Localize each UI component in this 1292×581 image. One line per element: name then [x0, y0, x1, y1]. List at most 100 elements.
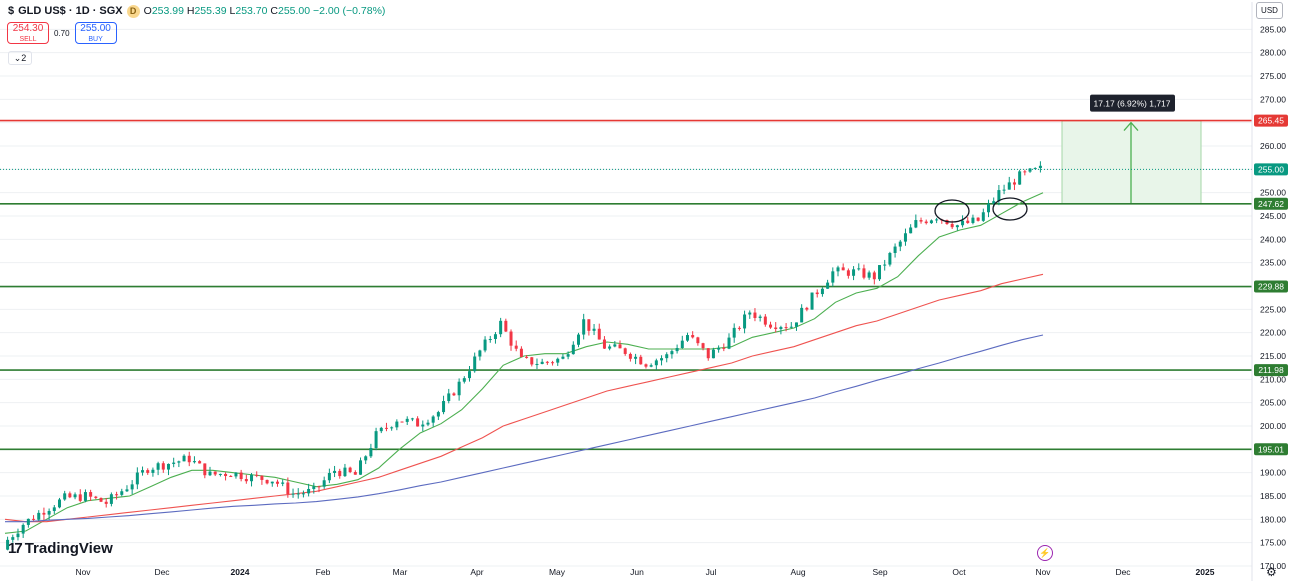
low-value: 253.70	[235, 5, 268, 17]
candle-body	[649, 365, 653, 367]
candle-body	[192, 461, 196, 463]
candle-body	[841, 267, 845, 271]
gear-icon[interactable]: ⚙	[1266, 565, 1277, 579]
candle-body	[436, 412, 440, 417]
time-tick-label: May	[549, 567, 566, 577]
candle-body	[327, 473, 331, 481]
annotation-ellipses[interactable]	[934, 197, 1028, 223]
price-tick-label: 240.00	[1260, 234, 1286, 244]
candle-body	[660, 358, 664, 361]
price-tick-label: 175.00	[1260, 538, 1286, 548]
time-tick-label: Dec	[1115, 567, 1131, 577]
candle-body	[37, 512, 41, 520]
time-axis[interactable]: Nov Dec 2024 Feb Mar Apr May Jun Jul Aug Sep Oct Nov…	[75, 567, 1214, 577]
candle-body	[224, 473, 228, 477]
spread-value: 0.70	[54, 28, 70, 38]
candle-body	[862, 268, 866, 278]
candle-body	[883, 264, 887, 266]
indicators-toggle[interactable]: ⌄2	[8, 51, 32, 65]
candle-body	[21, 524, 25, 534]
candle-body	[229, 476, 233, 478]
lightning-icon[interactable]: ⚡	[1037, 545, 1053, 561]
candle-body	[94, 496, 98, 498]
time-tick-label: Mar	[393, 567, 408, 577]
delayed-data-badge[interactable]: D	[126, 4, 140, 18]
candle-body	[83, 492, 87, 501]
candle-body	[576, 334, 580, 345]
candle-body	[115, 494, 119, 496]
candle-body	[846, 270, 850, 276]
candle-body	[338, 470, 342, 477]
candle-body	[722, 347, 726, 349]
candle-body	[525, 356, 529, 358]
candle-body	[312, 486, 316, 489]
candle-body	[602, 339, 606, 349]
time-tick-label: Apr	[470, 567, 483, 577]
candle-body	[810, 292, 814, 310]
candle-body	[639, 356, 643, 365]
candle-body	[737, 327, 741, 329]
sell-button[interactable]: 254.30 SELL	[7, 22, 49, 44]
tradingview-logo[interactable]: 17 TradingView	[8, 540, 113, 557]
candle-body	[857, 268, 861, 270]
candle-body	[416, 418, 420, 427]
candle-body	[281, 482, 285, 484]
horizontal-levels[interactable]	[0, 119, 1252, 451]
candle-body	[125, 489, 129, 492]
price-tick-label: 190.00	[1260, 468, 1286, 478]
candle-body	[878, 265, 882, 280]
tradingview-logo-icon: 17	[8, 540, 23, 557]
candle-body	[431, 416, 435, 423]
candle-body	[307, 488, 311, 494]
candle-body	[914, 220, 918, 228]
candle-body	[696, 337, 700, 344]
candle-body	[52, 507, 56, 511]
candle-body	[156, 463, 160, 470]
level-tag-label: 211.98	[1258, 365, 1284, 375]
candle-body	[99, 497, 103, 502]
candle-body	[701, 343, 705, 349]
time-tick-label: 2024	[231, 567, 250, 577]
price-tick-label: 185.00	[1260, 491, 1286, 501]
candle-body	[711, 349, 715, 359]
candle-body	[457, 381, 461, 396]
candle-body	[566, 354, 570, 357]
candle-body	[369, 447, 373, 457]
candle-body	[976, 217, 980, 221]
high-value: 255.39	[194, 5, 227, 17]
buy-button[interactable]: 255.00 BUY	[74, 22, 117, 44]
price-tick-label: 235.00	[1260, 258, 1286, 268]
candle-body	[898, 241, 902, 247]
candle-body	[950, 223, 954, 228]
symbol-title[interactable]: GLD US$ · 1D · SGX	[18, 5, 123, 17]
candle-body	[717, 347, 721, 350]
candle-body	[556, 358, 560, 363]
candle-body	[405, 418, 409, 422]
candle-body	[218, 473, 222, 475]
price-range-measure[interactable]: 17.17 (6.92%) 1,717	[1061, 94, 1202, 205]
currency-symbol-icon: $	[8, 5, 15, 17]
currency-selector[interactable]: USD	[1256, 2, 1283, 19]
time-tick-label: Oct	[952, 567, 966, 577]
time-tick-label: Jul	[706, 567, 717, 577]
candle-body	[924, 221, 928, 224]
candle-body	[628, 353, 632, 359]
candle-body	[89, 492, 93, 497]
candle-body	[384, 427, 388, 429]
candle-body	[379, 427, 383, 432]
price-axis[interactable]: 170.00175.00180.00185.00190.00195.00200.…	[1251, 2, 1288, 581]
sell-label: SELL	[19, 36, 37, 43]
candle-body	[172, 462, 176, 464]
time-tick-label: Nov	[75, 567, 91, 577]
measure-arrow-head	[1123, 121, 1139, 131]
close-value: 255.00	[278, 5, 311, 17]
candle-body	[794, 322, 798, 327]
candle-body	[1023, 171, 1027, 173]
measure-label-bg	[1090, 94, 1175, 112]
candle-body	[1028, 168, 1032, 172]
candle-body	[514, 345, 518, 349]
candle-body	[763, 316, 767, 325]
candle-body	[613, 344, 617, 347]
candle-body	[779, 327, 783, 330]
